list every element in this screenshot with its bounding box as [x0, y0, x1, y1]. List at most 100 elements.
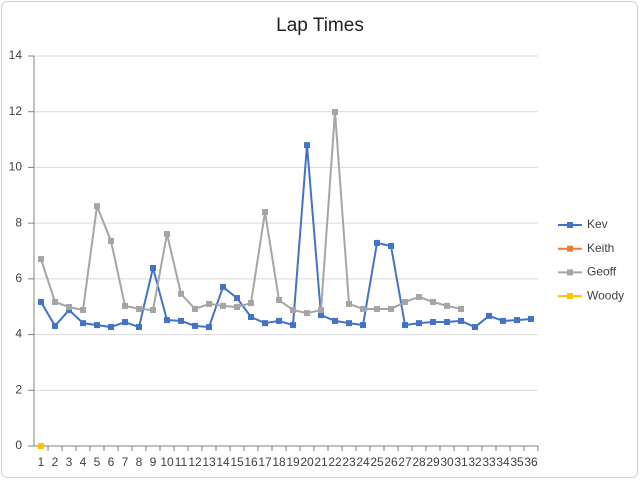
- x-tick-label: 13: [202, 455, 216, 469]
- point-marker: [458, 305, 464, 312]
- x-tick-label: 35: [510, 455, 524, 469]
- x-tick-label: 34: [496, 455, 510, 469]
- point-marker: [262, 209, 268, 215]
- point-marker: [444, 302, 450, 309]
- point-marker: [38, 256, 44, 263]
- x-tick-label: 23: [342, 455, 356, 469]
- point-marker: [430, 298, 436, 305]
- point-marker: [346, 320, 352, 327]
- legend-marker: [567, 293, 573, 300]
- point-marker: [290, 322, 296, 329]
- point-marker: [318, 312, 324, 319]
- point-marker: [66, 307, 72, 314]
- point-marker: [234, 303, 240, 310]
- legend-marker: [567, 222, 573, 228]
- legend-label: Woody: [587, 288, 624, 302]
- point-marker: [192, 322, 198, 329]
- x-tick-label: 28: [412, 455, 426, 469]
- legend-marker: [567, 269, 573, 276]
- x-tick-label: 8: [136, 455, 143, 469]
- point-marker: [220, 302, 226, 309]
- point-marker: [122, 302, 128, 309]
- x-tick-label: 31: [454, 455, 468, 469]
- y-tick-label: 0: [15, 438, 22, 452]
- point-marker: [80, 307, 86, 314]
- point-marker: [248, 300, 254, 307]
- point-marker: [304, 310, 310, 317]
- point-marker: [332, 108, 338, 115]
- point-marker: [444, 319, 450, 326]
- point-marker: [52, 298, 58, 305]
- point-marker: [360, 305, 366, 312]
- point-marker: [402, 322, 408, 329]
- point-marker: [276, 297, 282, 304]
- point-marker: [108, 237, 114, 244]
- point-marker: [388, 305, 394, 312]
- x-tick-label: 7: [122, 455, 129, 469]
- point-marker: [500, 317, 506, 324]
- legend-label: Kev: [587, 217, 608, 231]
- point-marker: [388, 242, 394, 249]
- x-tick-label: 3: [66, 455, 73, 469]
- x-tick-label: 18: [272, 455, 286, 469]
- y-tick-label: 10: [9, 160, 23, 174]
- point-marker: [416, 320, 422, 327]
- x-tick-label: 27: [398, 455, 412, 469]
- x-tick-label: 19: [286, 455, 300, 469]
- point-marker: [136, 305, 142, 312]
- point-marker: [206, 324, 212, 331]
- x-tick-label: 32: [468, 455, 482, 469]
- point-marker: [52, 322, 58, 329]
- x-tick-label: 6: [108, 455, 115, 469]
- point-marker: [416, 293, 422, 300]
- point-marker: [192, 305, 198, 312]
- point-marker: [486, 312, 492, 319]
- x-tick-label: 29: [426, 455, 440, 469]
- point-marker: [38, 298, 44, 305]
- point-marker: [514, 317, 520, 324]
- point-marker: [234, 295, 240, 302]
- point-marker: [430, 319, 436, 326]
- point-marker: [290, 307, 296, 314]
- x-tick-label: 9: [150, 455, 157, 469]
- x-tick-label: 33: [482, 455, 496, 469]
- point-marker: [164, 317, 170, 324]
- x-tick-label: 21: [314, 455, 328, 469]
- y-tick-label: 4: [15, 327, 22, 341]
- point-marker: [262, 320, 268, 327]
- x-tick-label: 30: [440, 455, 454, 469]
- x-tick-label: 24: [356, 455, 370, 469]
- point-marker: [206, 300, 212, 307]
- x-tick-label: 5: [94, 455, 101, 469]
- x-tick-label: 17: [258, 455, 272, 469]
- x-tick-label: 10: [160, 455, 174, 469]
- x-tick-label: 12: [188, 455, 202, 469]
- point-marker: [374, 305, 380, 312]
- x-tick-label: 20: [300, 455, 314, 469]
- x-tick-label: 2: [52, 455, 59, 469]
- point-marker: [374, 239, 380, 246]
- x-tick-label: 4: [80, 455, 87, 469]
- point-marker: [38, 443, 44, 449]
- x-tick-label: 15: [230, 455, 244, 469]
- point-marker: [346, 300, 352, 307]
- x-tick-label: 26: [384, 455, 398, 469]
- point-marker: [318, 307, 324, 314]
- point-marker: [360, 322, 366, 329]
- y-tick-label: 14: [9, 48, 23, 62]
- x-tick-label: 1: [38, 455, 45, 469]
- x-tick-label: 25: [370, 455, 384, 469]
- point-marker: [248, 314, 254, 321]
- point-marker: [136, 324, 142, 331]
- point-marker: [178, 317, 184, 324]
- point-marker: [220, 283, 226, 290]
- point-marker: [122, 319, 128, 326]
- chart-title: Lap Times: [276, 15, 364, 36]
- point-marker: [276, 317, 282, 324]
- y-tick-label: 6: [15, 271, 22, 285]
- point-marker: [528, 315, 534, 322]
- point-marker: [94, 322, 100, 329]
- point-marker: [332, 317, 338, 324]
